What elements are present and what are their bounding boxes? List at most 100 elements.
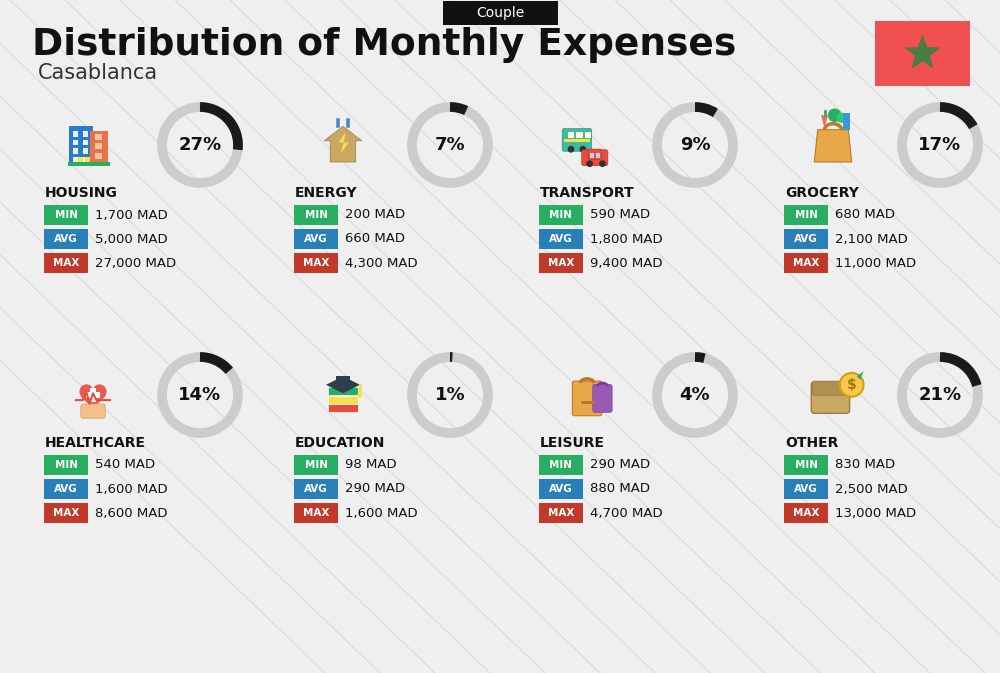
Text: MIN: MIN [550, 210, 572, 220]
Circle shape [580, 146, 586, 153]
FancyBboxPatch shape [294, 503, 338, 523]
FancyBboxPatch shape [44, 455, 88, 475]
Text: EDUCATION: EDUCATION [295, 436, 385, 450]
Bar [95, 153, 102, 159]
Text: OTHER: OTHER [785, 436, 838, 450]
Text: 290 MAD: 290 MAD [590, 458, 650, 472]
Text: MAX: MAX [793, 258, 819, 268]
Circle shape [599, 160, 606, 167]
Text: 8,600 MAD: 8,600 MAD [95, 507, 168, 520]
Text: 1%: 1% [435, 386, 465, 404]
FancyBboxPatch shape [44, 503, 88, 523]
Circle shape [357, 392, 363, 398]
Text: AVG: AVG [549, 484, 573, 494]
FancyBboxPatch shape [294, 205, 338, 225]
Text: GROCERY: GROCERY [785, 186, 859, 200]
FancyBboxPatch shape [812, 381, 849, 395]
Text: AVG: AVG [304, 234, 328, 244]
Text: 880 MAD: 880 MAD [590, 483, 650, 495]
Text: 7%: 7% [435, 136, 465, 154]
FancyBboxPatch shape [539, 229, 583, 249]
Polygon shape [326, 376, 360, 393]
Text: AVG: AVG [304, 484, 328, 494]
Text: Distribution of Monthly Expenses: Distribution of Monthly Expenses [32, 27, 736, 63]
FancyBboxPatch shape [784, 205, 828, 225]
Text: 98 MAD: 98 MAD [345, 458, 397, 472]
Text: 9%: 9% [680, 136, 710, 154]
FancyBboxPatch shape [539, 479, 583, 499]
Polygon shape [821, 115, 828, 128]
Text: TRANSPORT: TRANSPORT [540, 186, 635, 200]
FancyBboxPatch shape [784, 479, 828, 499]
FancyBboxPatch shape [336, 376, 350, 382]
Bar [73, 131, 78, 137]
FancyBboxPatch shape [294, 479, 338, 499]
Text: 27,000 MAD: 27,000 MAD [95, 256, 176, 269]
Text: HEALTHCARE: HEALTHCARE [45, 436, 146, 450]
Bar [585, 133, 591, 138]
Bar [568, 133, 574, 138]
FancyBboxPatch shape [539, 503, 583, 523]
Bar [581, 401, 595, 404]
Text: 660 MAD: 660 MAD [345, 232, 405, 246]
Text: MAX: MAX [548, 258, 574, 268]
Text: 1,800 MAD: 1,800 MAD [590, 232, 663, 246]
Text: MIN: MIN [54, 210, 78, 220]
Bar [73, 140, 78, 145]
Bar [576, 133, 583, 138]
Text: 1,600 MAD: 1,600 MAD [95, 483, 168, 495]
Circle shape [586, 160, 593, 167]
Bar [95, 143, 102, 149]
FancyBboxPatch shape [582, 150, 608, 166]
FancyBboxPatch shape [81, 404, 105, 418]
Text: MIN: MIN [550, 460, 572, 470]
Text: MIN: MIN [794, 460, 818, 470]
Text: Casablanca: Casablanca [38, 63, 158, 83]
Text: MIN: MIN [794, 210, 818, 220]
Text: 2,100 MAD: 2,100 MAD [835, 232, 908, 246]
Circle shape [568, 146, 574, 153]
Text: MAX: MAX [303, 258, 329, 268]
FancyBboxPatch shape [875, 21, 970, 86]
Text: 5,000 MAD: 5,000 MAD [95, 232, 168, 246]
Text: MIN: MIN [304, 460, 328, 470]
FancyBboxPatch shape [784, 229, 828, 249]
Bar [73, 149, 78, 153]
Circle shape [828, 108, 842, 122]
Text: 830 MAD: 830 MAD [835, 458, 895, 472]
Text: 680 MAD: 680 MAD [835, 209, 895, 221]
Bar [83, 131, 88, 137]
FancyBboxPatch shape [588, 149, 602, 160]
FancyBboxPatch shape [44, 479, 88, 499]
Text: 4,700 MAD: 4,700 MAD [590, 507, 663, 520]
Bar [83, 140, 88, 145]
FancyBboxPatch shape [44, 229, 88, 249]
FancyBboxPatch shape [328, 388, 358, 395]
Bar [90, 388, 96, 402]
Text: LEISURE: LEISURE [540, 436, 605, 450]
Text: 14%: 14% [178, 386, 222, 404]
FancyBboxPatch shape [784, 503, 828, 523]
Polygon shape [905, 36, 940, 68]
Text: MAX: MAX [303, 508, 329, 518]
Polygon shape [814, 130, 852, 162]
Text: 4%: 4% [680, 386, 710, 404]
FancyBboxPatch shape [69, 127, 93, 164]
Text: ENERGY: ENERGY [295, 186, 358, 200]
Text: AVG: AVG [794, 234, 818, 244]
FancyBboxPatch shape [44, 205, 88, 225]
Text: MAX: MAX [53, 508, 79, 518]
Text: 290 MAD: 290 MAD [345, 483, 405, 495]
Polygon shape [324, 127, 362, 162]
Text: 540 MAD: 540 MAD [95, 458, 155, 472]
Circle shape [840, 373, 864, 396]
Polygon shape [857, 371, 864, 380]
Text: HOUSING: HOUSING [45, 186, 118, 200]
Text: 200 MAD: 200 MAD [345, 209, 405, 221]
FancyBboxPatch shape [572, 381, 602, 416]
Bar [86, 392, 100, 398]
Text: MIN: MIN [54, 460, 78, 470]
Text: MAX: MAX [548, 508, 574, 518]
Bar [68, 162, 110, 166]
Text: 9,400 MAD: 9,400 MAD [590, 256, 662, 269]
